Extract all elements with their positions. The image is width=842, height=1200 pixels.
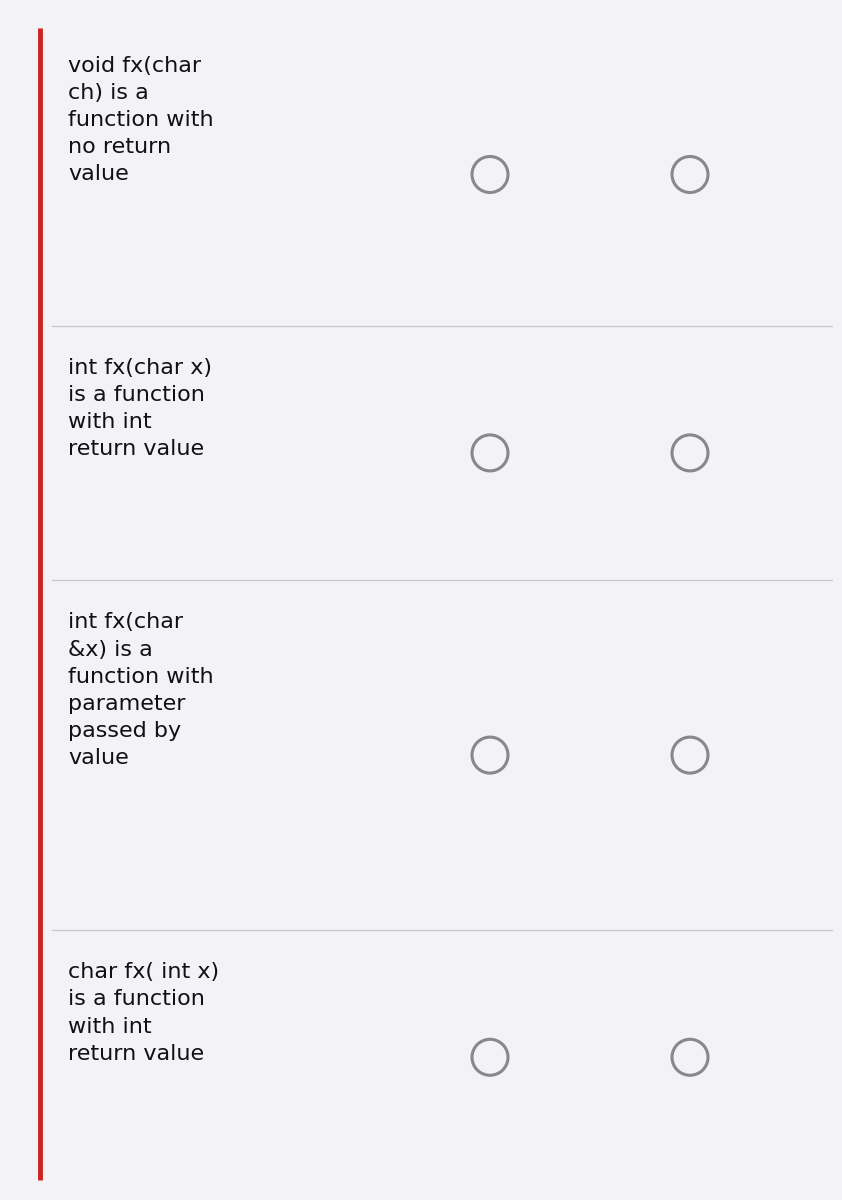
FancyBboxPatch shape: [52, 28, 832, 320]
Text: char fx( int x)
is a function
with int
return value: char fx( int x) is a function with int r…: [68, 962, 219, 1063]
FancyBboxPatch shape: [52, 330, 832, 576]
Text: int fx(char
&x) is a
function with
parameter
passed by
value: int fx(char &x) is a function with param…: [68, 612, 214, 768]
FancyBboxPatch shape: [52, 584, 832, 925]
Text: void fx(char
ch) is a
function with
no return
value: void fx(char ch) is a function with no r…: [68, 55, 214, 185]
Text: int fx(char x)
is a function
with int
return value: int fx(char x) is a function with int re…: [68, 358, 212, 460]
FancyBboxPatch shape: [52, 935, 832, 1180]
